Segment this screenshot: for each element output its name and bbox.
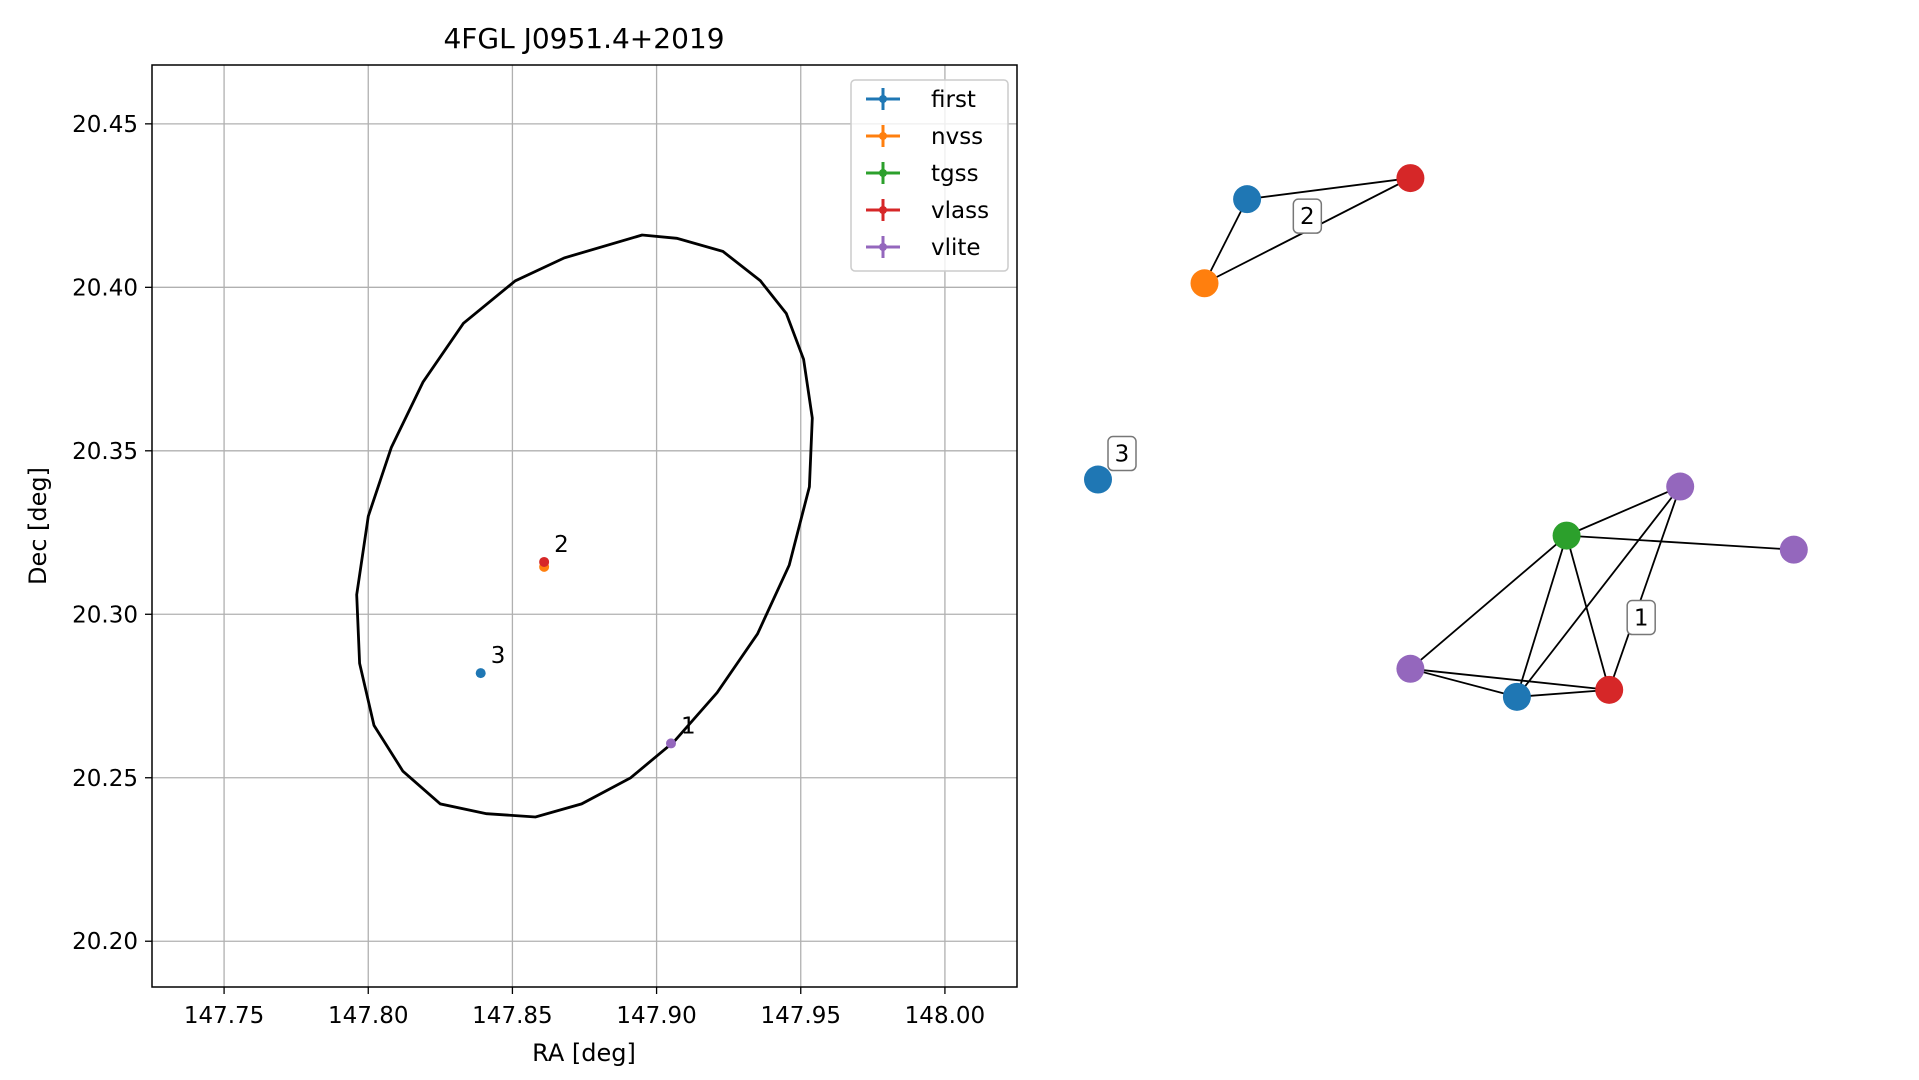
axes-frame [151,64,1018,988]
graph-node-vlite [1779,535,1808,564]
graph-node-vlass [1396,164,1425,193]
legend-entry-vlass: vlass [866,198,989,224]
legend-label: vlass [931,198,989,224]
graph-node-first [1233,185,1262,214]
y-tick-label: 20.30 [72,602,138,628]
network-panel: 2 3 1 [1084,164,1808,711]
y-tick-label: 20.40 [72,275,138,301]
x-tick-label: 147.85 [472,1003,552,1029]
y-tick-label: 20.20 [72,929,138,955]
legend-marker-dot [879,95,887,103]
point-annotation: 3 [491,643,506,669]
graph-edges [1203,177,1794,698]
y-tick-label: 20.45 [72,112,138,138]
legend-label: nvss [931,124,983,150]
group-label-box [1292,198,1323,234]
graph-edge [1410,667,1610,691]
x-axis-label: RA [deg] [532,1039,636,1067]
legend-marker-dot [879,206,887,214]
x-tick-label: 147.75 [184,1003,264,1029]
legend: first nvss tgss vlass vlite [850,79,1009,272]
legend-marker-dot [879,243,887,251]
graph-nodes [1084,164,1808,711]
graph-node-vlite [1396,654,1425,683]
graph-node-vlass [1595,675,1624,704]
y-axis-label: Dec [deg] [24,467,52,585]
point-annotation: 2 [554,532,569,558]
legend-label: first [931,87,976,113]
graph-edge [1409,534,1568,670]
legend-label: tgss [931,161,979,187]
legend-label: vlite [931,235,981,261]
legend-entry-tgss: tgss [866,161,979,187]
data-points [475,556,676,749]
group-label-text: 1 [1634,606,1649,632]
scatter-panel: 1 2 3 147.75 147.80 147.85 147.90 147.95 148.00… [24,22,1018,1067]
legend-entry-first: first [866,87,976,113]
graph-edge [1516,485,1681,698]
point-vlite [666,738,676,749]
y-tick-label: 20.25 [72,766,138,792]
y-tick-label: 20.35 [72,439,138,465]
group-label-box [1626,599,1656,636]
graph-edge [1516,535,1568,698]
graph-edge [1565,535,1611,691]
group-label-box [1107,435,1137,472]
graph-node-vlite [1666,472,1695,501]
x-tick-label: 147.90 [616,1003,696,1029]
graph-edge [1410,667,1518,698]
group-label: 2 [1292,198,1323,234]
point-vlass [539,556,550,567]
legend-marker-dot [879,169,887,177]
legend-box [850,79,1009,272]
group-label: 3 [1107,435,1137,472]
legend-entry-vlite: vlite [866,235,981,261]
graph-edge [1246,177,1411,201]
point-annotations: 1 2 3 [491,532,696,739]
graph-edge [1516,688,1610,698]
x-tick-label: 147.95 [761,1003,841,1029]
graph-node-first [1084,465,1112,494]
x-axis-ticks: 147.75 147.80 147.85 147.90 147.95 148.00 [184,987,985,1029]
legend-entries: first nvss tgss vlass vlite [866,87,989,261]
graph-node-tgss [1552,521,1581,550]
group-labels: 2 3 1 [1107,198,1656,636]
x-tick-label: 147.80 [328,1003,408,1029]
error-ellipse [355,233,814,819]
graph-edge [1566,485,1681,537]
legend-marker-dot [879,132,887,140]
x-tick-label: 148.00 [905,1003,985,1029]
point-annotation: 1 [681,713,696,739]
y-axis-ticks: 20.20 20.25 20.30 20.35 20.40 20.45 [72,112,152,955]
point-first [475,668,486,679]
legend-entry-nvss: nvss [866,124,983,150]
group-label-text: 2 [1300,204,1315,230]
graph-edge [1608,486,1682,691]
graph-edge [1203,198,1248,284]
chart-title: 4FGL J0951.4+2019 [443,22,724,55]
group-label-text: 3 [1115,442,1130,468]
graph-edge [1566,534,1794,551]
graph-node-nvss [1190,269,1219,298]
graph-node-first [1502,682,1531,711]
group-label: 1 [1626,599,1656,636]
